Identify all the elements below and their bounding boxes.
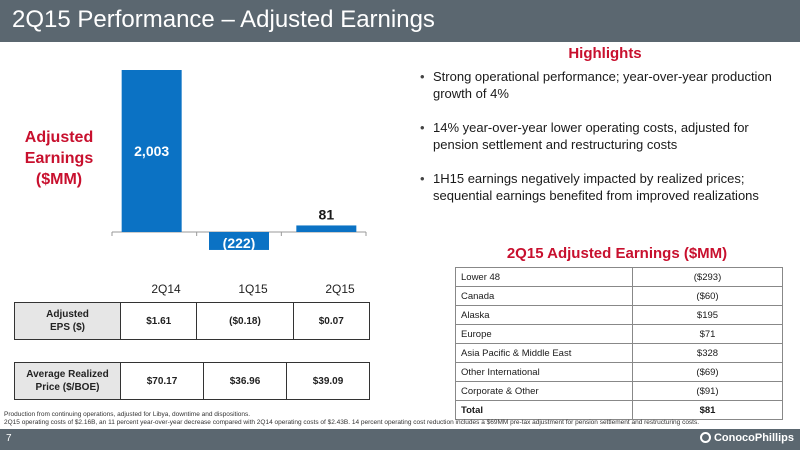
logo-text: ConocoPhillips bbox=[713, 432, 794, 444]
footer-bar: 7 ConocoPhillips bbox=[0, 429, 800, 450]
segment-value: ($60) bbox=[632, 286, 783, 306]
price-header-line-2: Price ($/BOE) bbox=[35, 382, 100, 393]
highlight-text: 14% year-over-year lower operating costs… bbox=[433, 120, 749, 152]
title-bar: 2Q15 Performance – Adjusted Earnings bbox=[0, 0, 800, 42]
segment-label: Canada bbox=[455, 286, 633, 306]
bar-value-label: 81 bbox=[319, 206, 335, 222]
price-table: Average Realized Price ($/BOE) $70.17 $3… bbox=[14, 362, 370, 400]
footnote-line-1: Production from continuing operations, a… bbox=[4, 411, 251, 418]
footnote: Production from continuing operations, a… bbox=[4, 411, 794, 427]
bar-2Q14 bbox=[121, 70, 182, 232]
side-label-line-3: ($MM) bbox=[35, 171, 83, 188]
segment-value: $81 bbox=[632, 400, 783, 420]
price-value: $70.17 bbox=[120, 362, 204, 400]
segment-label: Lower 48 bbox=[455, 267, 633, 287]
bar-2Q15 bbox=[296, 225, 357, 232]
price-value: $36.96 bbox=[203, 362, 287, 400]
segment-earnings-table: Lower 48 ($293) Canada ($60) Alaska $195 Eu… bbox=[455, 267, 783, 420]
segment-value: ($91) bbox=[632, 381, 783, 401]
chart-category-row: 2Q14 1Q15 2Q15 bbox=[100, 282, 386, 298]
side-label-line-1: Adjusted bbox=[24, 129, 94, 146]
category-label: 2Q14 bbox=[151, 282, 181, 296]
segment-label: Alaska bbox=[455, 305, 633, 325]
segment-value: $71 bbox=[632, 324, 783, 344]
eps-value: ($0.18) bbox=[196, 302, 294, 340]
table-row-total: Total $81 bbox=[455, 400, 783, 420]
bar-value-label: (222) bbox=[223, 235, 256, 251]
eps-table: Adjusted EPS ($) $1.61 ($0.18) $0.07 bbox=[14, 302, 370, 340]
company-logo: ConocoPhillips bbox=[699, 432, 794, 444]
highlight-text: Strong operational performance; year-ove… bbox=[433, 69, 772, 101]
bullet-icon: • bbox=[420, 171, 425, 186]
logo-mark-icon bbox=[699, 432, 711, 443]
category-label: 2Q15 bbox=[325, 282, 355, 296]
segment-label: Asia Pacific & Middle East bbox=[455, 343, 633, 363]
eps-header: Adjusted EPS ($) bbox=[14, 302, 121, 340]
highlights-list: • Strong operational performance; year-ov… bbox=[420, 68, 792, 221]
list-item: • 14% year-over-year lower operating cost… bbox=[420, 119, 792, 153]
table-row: Corporate & Other ($91) bbox=[455, 381, 783, 401]
price-header: Average Realized Price ($/BOE) bbox=[14, 362, 121, 400]
price-value: $39.09 bbox=[286, 362, 370, 400]
slide-title: 2Q15 Performance – Adjusted Earnings bbox=[12, 6, 435, 33]
table-row: Asia Pacific & Middle East $328 bbox=[455, 343, 783, 363]
bullet-icon: • bbox=[420, 69, 425, 84]
bar-1Q15 bbox=[209, 232, 269, 250]
list-item: • Strong operational performance; year-ov… bbox=[420, 68, 792, 102]
table-row: Alaska $195 bbox=[455, 305, 783, 325]
bullet-icon: • bbox=[420, 120, 425, 135]
price-header-line-1: Average Realized bbox=[26, 369, 109, 380]
table-row: Average Realized Price ($/BOE) $70.17 $3… bbox=[14, 362, 370, 400]
segment-label: Other International bbox=[455, 362, 633, 382]
table-row: Adjusted EPS ($) $1.61 ($0.18) $0.07 bbox=[14, 302, 370, 340]
earnings-bar-chart: 2,003 (222) 81 bbox=[111, 70, 367, 251]
footnote-line-2: 2Q15 operating costs of $2.16B, an 11 pe… bbox=[4, 419, 700, 426]
breakdown-title: 2Q15 Adjusted Earnings ($MM) bbox=[506, 245, 728, 262]
table-row: Canada ($60) bbox=[455, 286, 783, 306]
eps-header-line-1: Adjusted bbox=[46, 309, 89, 320]
category-label: 1Q15 bbox=[238, 282, 268, 296]
eps-value: $1.61 bbox=[119, 302, 198, 340]
highlights-title: Highlights bbox=[568, 45, 642, 62]
segment-value: ($69) bbox=[632, 362, 783, 382]
segment-label: Europe bbox=[455, 324, 633, 344]
segment-value: $328 bbox=[632, 343, 783, 363]
table-row: Lower 48 ($293) bbox=[455, 267, 783, 287]
segment-label: Corporate & Other bbox=[455, 381, 633, 401]
side-label-line-2: Earnings bbox=[24, 150, 94, 167]
segment-value: $195 bbox=[632, 305, 783, 325]
bar-value-label: 2,003 bbox=[134, 143, 169, 159]
chart-side-label: Adjusted Earnings ($MM) bbox=[14, 127, 104, 190]
eps-header-line-2: EPS ($) bbox=[49, 322, 85, 333]
list-item: • 1H15 earnings negatively impacted by re… bbox=[420, 170, 792, 204]
table-row: Europe $71 bbox=[455, 324, 783, 344]
segment-value: ($293) bbox=[632, 267, 783, 287]
eps-value: $0.07 bbox=[292, 302, 370, 340]
highlight-text: 1H15 earnings negatively impacted by rea… bbox=[433, 171, 759, 203]
page-number: 7 bbox=[6, 433, 12, 444]
table-row: Other International ($69) bbox=[455, 362, 783, 382]
